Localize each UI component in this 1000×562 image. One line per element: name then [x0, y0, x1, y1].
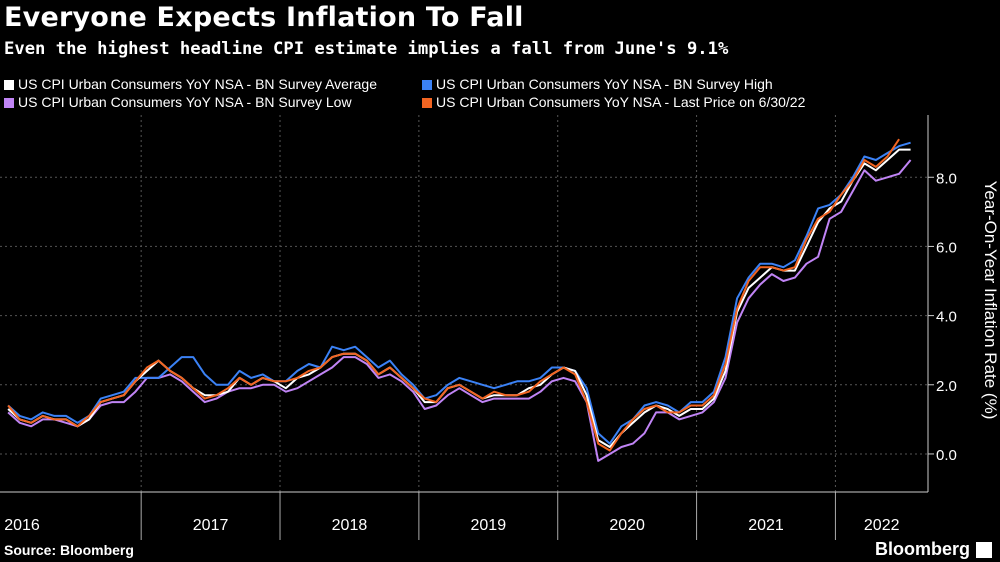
legend-label-last-price: US CPI Urban Consumers YoY NSA - Last Pr… [436, 94, 806, 110]
x-tick-label: 2017 [193, 517, 229, 534]
grid-lines [0, 115, 928, 492]
source-note: Source: Bloomberg [4, 542, 134, 558]
chart-subtitle: Even the highest headline CPI estimate i… [4, 39, 729, 59]
axes [0, 115, 934, 540]
series-line-0 [7, 148, 911, 448]
series-line-2 [7, 141, 911, 445]
tick-labels: 0.0 2.0 4.0 6.0 8.0 2016 2017 2018 2019 2020 2021 2… [4, 170, 957, 534]
y-tick-label: 2.0 [936, 378, 957, 395]
chart-title: Everyone Expects Inflation To Fall [4, 2, 524, 33]
x-tick-label: 2022 [864, 517, 900, 534]
x-tick-label: 2016 [4, 517, 40, 534]
legend-swatch-average [4, 80, 14, 90]
legend-item-last-price: US CPI Urban Consumers YoY NSA - Last Pr… [422, 94, 805, 110]
x-tick-label: 2018 [332, 517, 368, 534]
legend-item-high: US CPI Urban Consumers YoY NSA - BN Surv… [422, 76, 773, 92]
x-tick-label: 2020 [609, 517, 645, 534]
legend-item-low: US CPI Urban Consumers YoY NSA - BN Surv… [4, 94, 352, 110]
y-tick-label: 6.0 [936, 239, 957, 256]
series-lines [7, 138, 912, 462]
y-tick-label: 8.0 [936, 170, 957, 187]
x-tick-label: 2021 [748, 517, 784, 534]
brand-badge-icon [976, 542, 992, 558]
x-tick-label: 2019 [471, 517, 507, 534]
y-axis-label: Year-On-Year Inflation Rate (%) [981, 180, 1000, 420]
y-tick-label: 0.0 [936, 447, 957, 464]
legend-swatch-last-price [422, 98, 432, 108]
brand-logo: Bloomberg [874, 539, 970, 559]
legend-label-average: US CPI Urban Consumers YoY NSA - BN Surv… [18, 76, 377, 92]
series-line-1 [7, 159, 912, 462]
legend-swatch-low [4, 98, 14, 108]
legend-label-low: US CPI Urban Consumers YoY NSA - BN Surv… [18, 94, 352, 110]
series-line-3 [7, 138, 900, 452]
legend-item-average: US CPI Urban Consumers YoY NSA - BN Surv… [4, 76, 377, 92]
y-tick-label: 4.0 [936, 309, 957, 326]
legend-swatch-high [422, 80, 432, 90]
legend-label-high: US CPI Urban Consumers YoY NSA - BN Surv… [436, 76, 773, 92]
